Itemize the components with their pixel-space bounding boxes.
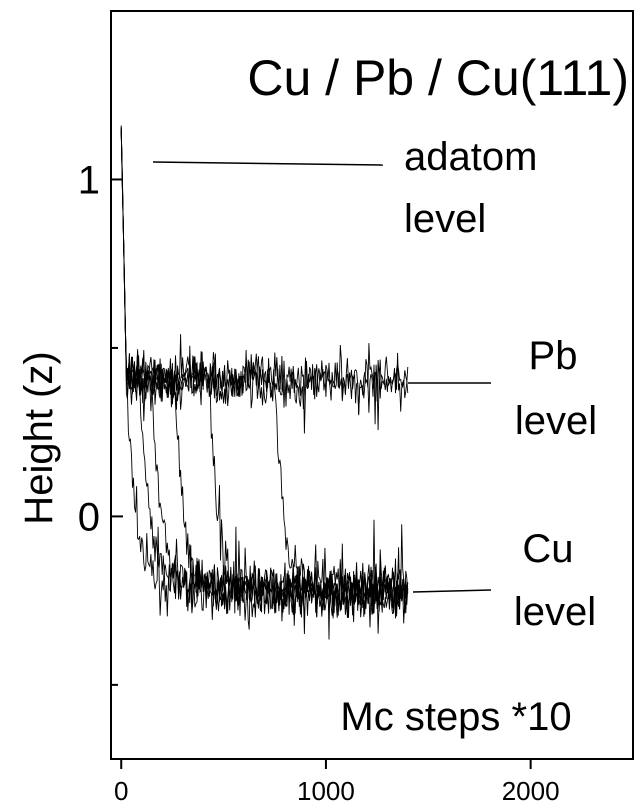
cu-annotation-line2: level bbox=[514, 590, 596, 634]
x-tick-label: 2000 bbox=[502, 776, 560, 806]
height-trace-1 bbox=[120, 126, 409, 626]
cu-annotation-line1: Cu bbox=[522, 527, 573, 571]
adatom-level-pointer bbox=[152, 161, 384, 166]
height-trace-8 bbox=[120, 130, 409, 431]
cu-level-pointer bbox=[412, 589, 492, 593]
y-tick-label: 0 bbox=[78, 495, 100, 539]
adatom-annotation-line2: level bbox=[404, 197, 486, 241]
height-trace-6 bbox=[120, 127, 409, 635]
x-tick-label: 1000 bbox=[297, 776, 355, 806]
plot-frame bbox=[110, 10, 634, 760]
pb-annotation-line2: level bbox=[515, 399, 597, 443]
series-group bbox=[120, 125, 409, 640]
chart-title: Cu / Pb / Cu(111) bbox=[247, 50, 629, 106]
y-axis-label: Height (z) bbox=[17, 351, 61, 524]
ticks-group: 0 1000 2000 0 1 bbox=[78, 158, 560, 806]
pb-annotation-line1: Pb bbox=[529, 334, 578, 378]
x-tick-label: 0 bbox=[114, 776, 128, 806]
y-tick-label: 1 bbox=[78, 158, 100, 202]
adatom-annotation-line1: adatom bbox=[404, 135, 537, 179]
mc-steps-annotation: Mc steps *10 bbox=[340, 695, 571, 739]
